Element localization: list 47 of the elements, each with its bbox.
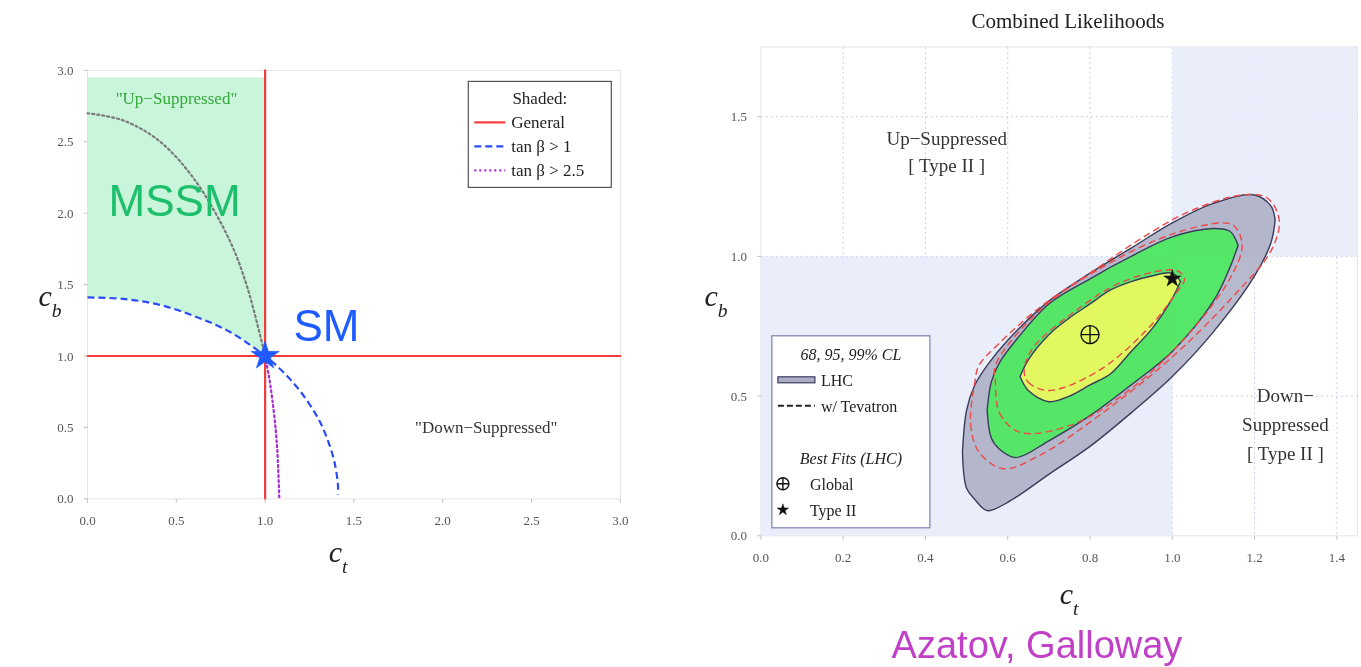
x-tick-label: 2.0 [434,513,451,529]
y-tick-label: 1.5 [730,109,747,125]
x-tick-label: 0.0 [79,513,96,529]
y-tick-label: 2.5 [57,134,74,150]
y-tick-label: 0.5 [57,419,74,435]
x-tick-label: 0.6 [999,550,1017,566]
legend-title: Shaded: [512,88,568,108]
x-axis-title: c$_{t}$ [1059,577,1079,619]
y-tick-label: 1.0 [730,248,747,264]
legend-label: tan β > 2.5 [511,160,585,180]
x-tick-label: 0.2 [835,550,852,566]
x-tick-label: 1.4 [1328,550,1346,566]
x-tick-label: 0.4 [917,550,935,566]
y-tick-label: 0.5 [730,388,747,404]
x-tick-label: 0.8 [1081,550,1099,566]
chart-title: Combined Likelihoods [971,9,1165,33]
annotation: Down− Suppressed [ Type II ] [1242,384,1330,464]
legend-label: Global [809,475,854,493]
x-tick-label: 3.0 [612,513,629,529]
legend-label: Type II [809,501,857,520]
x-tick-label: 0.0 [752,550,770,566]
y-tick-label: 0.0 [730,528,747,544]
x-axis-title: c$_{t}$ [328,535,348,577]
annotation: "Down−Suppressed" [414,417,558,436]
x-tick-label: 1.5 [345,513,363,529]
annotation: "Up−Suppressed" [115,88,238,108]
annotation: SM [293,300,360,350]
x-tick-label: 1.0 [1164,550,1181,566]
y-tick-label: 2.0 [57,205,74,221]
y-axis-title: c$_{b}$ [704,279,728,321]
annotation: w/ Tevatron [820,397,898,415]
y-tick-label: 3.0 [57,62,74,78]
legend-label: LHC [820,371,853,389]
legend-title: 68, 95, 99% CL [800,345,902,363]
x-tick-label: 1.2 [1246,550,1263,566]
text: Azatov, Galloway [891,624,1183,666]
annotation: Best Fits (LHC) [799,449,903,468]
y-tick-label: 1.5 [57,277,74,293]
legend-label: General [511,112,566,132]
y-tick-label: 1.0 [57,348,74,364]
annotation: Up−Suppressed [ Type II ] [886,127,1008,175]
legend-label: tan β > 1 [511,136,572,156]
x-tick-label: 2.5 [523,513,540,529]
annotation: MSSM [108,175,241,225]
x-tick-label: 0.5 [168,513,185,529]
y-tick-label: 0.0 [57,491,74,507]
x-tick-label: 1.0 [256,513,274,529]
